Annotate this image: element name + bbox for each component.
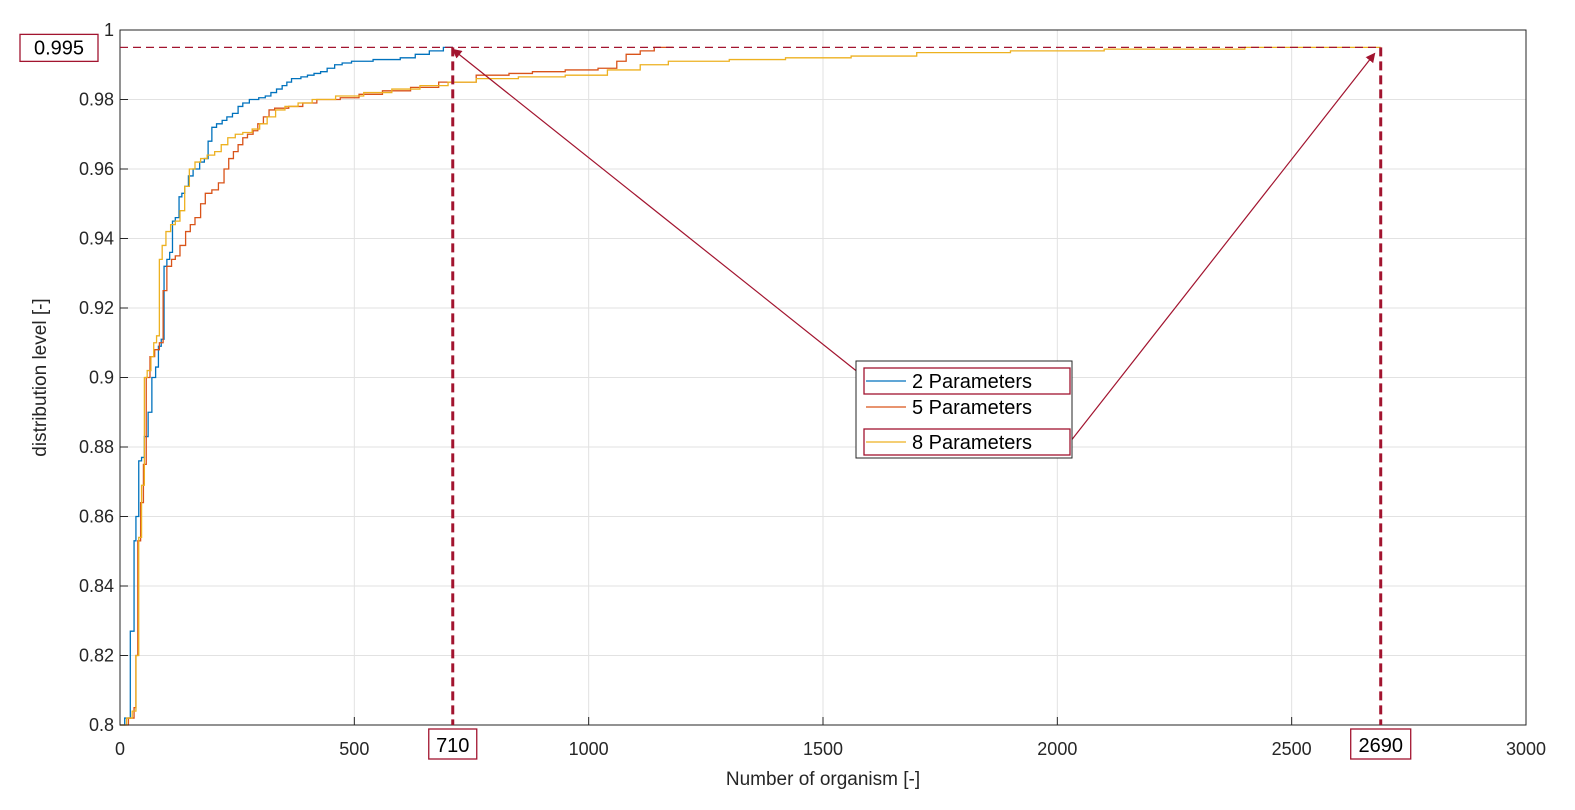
x-axis-ticks: 0 500 1000 1500 2000 2500 3000: [115, 717, 1546, 759]
y-tick-label: 0.84: [79, 576, 114, 596]
marker-label: 2690: [1358, 735, 1403, 757]
legend-label: 2 Parameters: [912, 371, 1032, 393]
y-tick-label: 0.8: [89, 715, 114, 735]
legend: 2 Parameters 5 Parameters 8 Parameters: [855, 360, 1073, 459]
annotation-layer: 0.995 710 2690: [19, 33, 1412, 760]
legend-label: 5 Parameters: [912, 397, 1032, 419]
legend-label: 8 Parameters: [912, 432, 1032, 454]
y-tick-label: 0.9: [89, 368, 114, 388]
threshold-label: 0.995: [34, 37, 84, 59]
x-tick-label: 2500: [1272, 739, 1312, 759]
y-tick-label: 0.96: [79, 159, 114, 179]
y-tick-label: 0.82: [79, 646, 114, 666]
arrow-to-first-marker: [452, 48, 865, 378]
y-tick-label: 1: [104, 20, 114, 40]
y-tick-label: 0.98: [79, 90, 114, 110]
x-tick-label: 0: [115, 739, 125, 759]
series-line: [120, 46, 1381, 726]
x-tick-label: 2000: [1037, 739, 1077, 759]
y-tick-label: 0.88: [79, 437, 114, 457]
plot-area: [120, 46, 1381, 726]
series-line: [120, 46, 453, 726]
x-tick-label: 3000: [1506, 739, 1546, 759]
x-axis-label: Number of organism [-]: [726, 769, 920, 790]
threshold-label-box: [19, 33, 99, 63]
x-tick-label: 1000: [569, 739, 609, 759]
y-tick-label: 0.86: [79, 507, 114, 527]
legend-highlight-box: [863, 367, 1071, 395]
marker-label-box: [428, 728, 478, 760]
marker-label: 710: [436, 735, 469, 757]
x-tick-label: 1500: [803, 739, 843, 759]
x-tick-label: 500: [339, 739, 369, 759]
y-tick-label: 0.92: [79, 298, 114, 318]
y-axis-label: distribution level [-]: [30, 298, 51, 456]
y-tick-label: 0.94: [79, 229, 114, 249]
legend-highlight-box: [863, 428, 1071, 456]
y-axis-ticks: 0.8 0.82 0.84 0.86 0.88 0.9 0.92 0.94 0.96 0.98 1: [79, 20, 128, 735]
marker-label-box: [1350, 728, 1412, 760]
arrow-to-second-marker: [1069, 52, 1376, 443]
